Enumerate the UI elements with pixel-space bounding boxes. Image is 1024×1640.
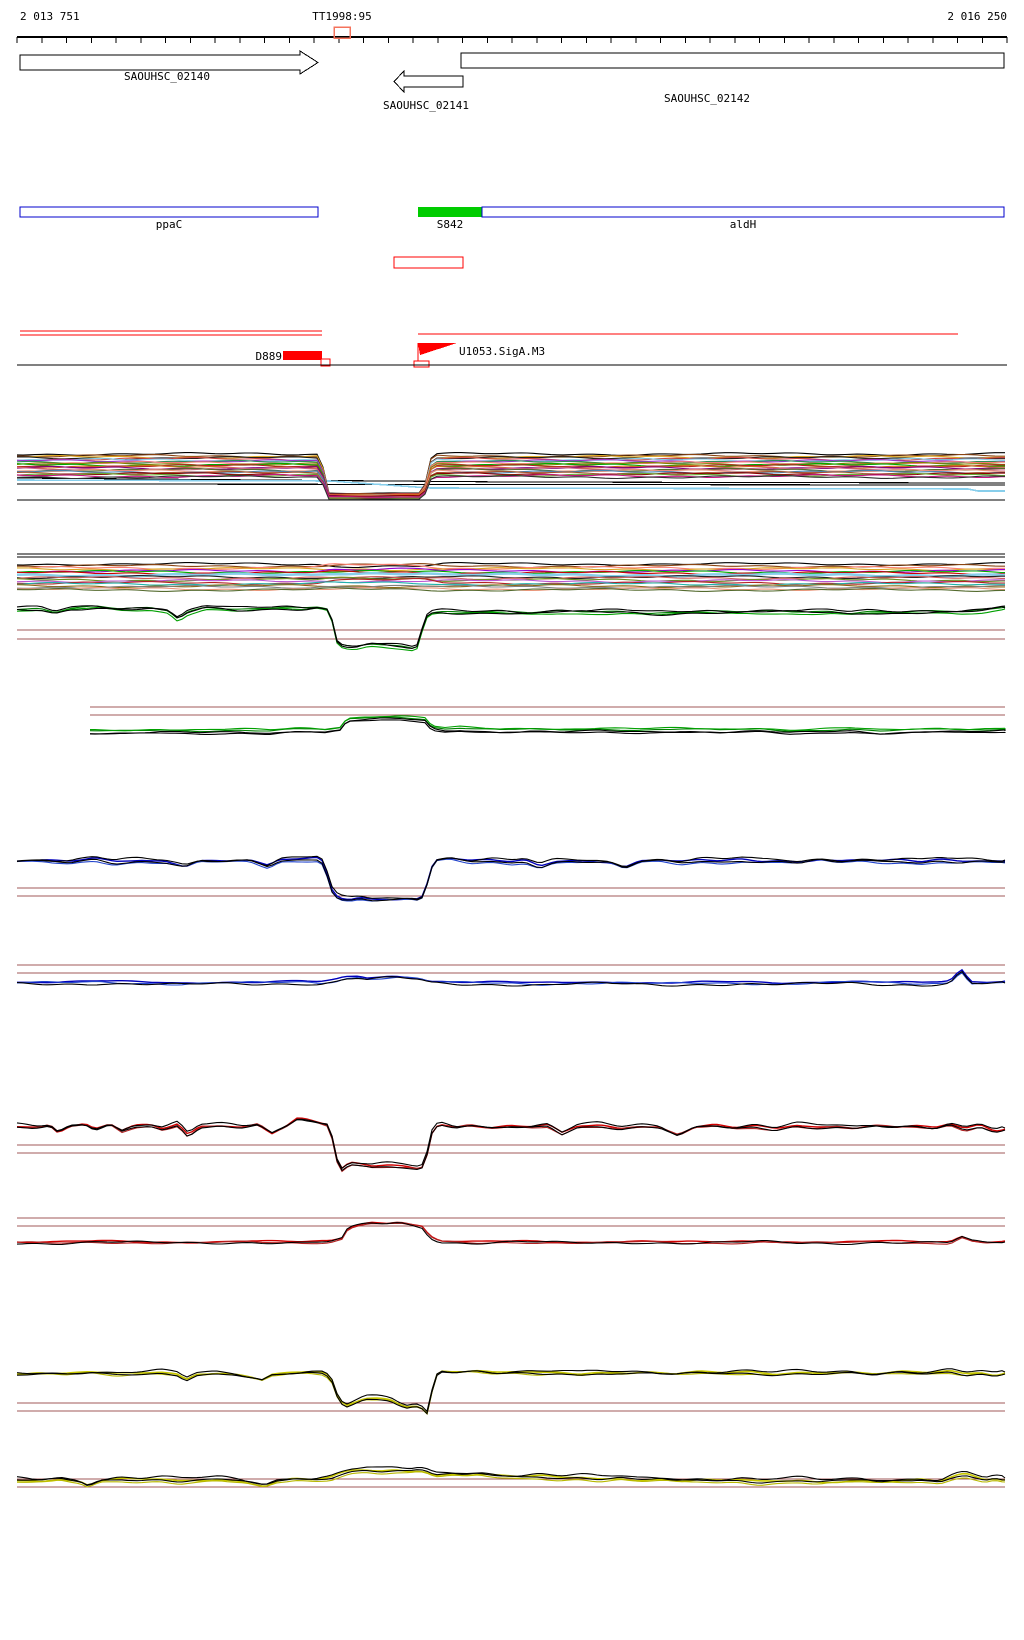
bundle-all-conditions-flat-series	[16, 562, 1005, 569]
blue-pair-bump-series	[16, 970, 1006, 987]
yellow-pair-bump-series	[16, 1469, 1006, 1486]
red-pair-bump-series	[16, 1221, 1006, 1244]
bundle-all-conditions-dip-series	[16, 464, 1005, 500]
promoter-flag-u1053[interactable]	[418, 343, 457, 355]
gene-arrow-saouhsc-02141[interactable]	[393, 69, 464, 94]
predicted-feature-box[interactable]	[393, 256, 464, 269]
bundle-all-conditions-dip-series	[16, 452, 1005, 495]
bundle-all-conditions-dip-series	[16, 459, 1005, 497]
bundle-all-conditions-dip-series	[16, 467, 1005, 499]
blue-pair-dip-series	[16, 855, 1006, 901]
red-pair-dip-series	[16, 1118, 1006, 1172]
ruler-ticks	[16, 37, 1008, 43]
blue-pair-dip-series	[16, 857, 1006, 902]
gene-box-saouhsc-02142[interactable]	[460, 52, 1005, 69]
bundle-all-conditions-flat-series	[17, 567, 1005, 572]
coordinate-ruler[interactable]	[16, 26, 1008, 43]
red-pair-dip-series	[16, 1119, 1006, 1170]
terminator-marker-box[interactable]	[333, 26, 351, 39]
ruler-end-coordinate: 2 016 250	[947, 10, 1007, 23]
bundle-all-conditions-dip-series	[16, 459, 1005, 499]
bundle-all-conditions-flat-series	[16, 579, 1005, 584]
small-marker-box-left[interactable]	[320, 358, 331, 367]
terminator-marker-label: TT1998:95	[312, 10, 372, 23]
feature-bar-ppac[interactable]	[19, 206, 319, 218]
ruler-start-coordinate: 2 013 751	[20, 10, 80, 23]
yellow-pair-dip-series	[16, 1370, 1006, 1415]
feature-label-s842: S842	[436, 218, 464, 231]
terminator-label-d889: D889	[255, 350, 283, 363]
yellow-pair-dip-series	[16, 1369, 1006, 1415]
bundle-all-conditions-dip-series	[16, 475, 1005, 501]
bundle-all-conditions-flat-series	[16, 584, 1005, 589]
coverage-tracks	[16, 452, 1006, 1488]
yellow-pair-bump-series	[16, 1471, 1006, 1488]
bundle-all-conditions-flat-series	[16, 563, 1005, 569]
feature-label-aldh: aldH	[729, 218, 757, 231]
yellow-pair-dip-series	[16, 1368, 1006, 1413]
gene-label-saouhsc-02142: SAOUHSC_02142	[663, 92, 751, 105]
yellow-pair-dip-series	[16, 1370, 1006, 1415]
bundle-all-conditions-flat-series	[16, 572, 1005, 578]
bundle-all-conditions-flat-series	[16, 575, 1005, 581]
feature-bar-aldh[interactable]	[481, 206, 1005, 218]
gene-label-saouhsc-02140: SAOUHSC_02140	[123, 70, 211, 83]
feature-label-ppac: ppaC	[155, 218, 183, 231]
blue-pair-bump-series	[16, 972, 1006, 986]
blue-pair-dip-series	[16, 858, 1006, 902]
bundle-all-conditions-dip-flat-line	[16, 477, 1006, 484]
promoter-label-u1053: U1053.SigA.M3	[459, 345, 546, 358]
red-pair-bump-series	[16, 1222, 1006, 1246]
bundle-all-conditions-dip-flat-line	[16, 483, 1006, 486]
bundle-all-conditions-dip-flat-line	[16, 479, 1005, 492]
gene-arrow-saouhsc-02140[interactable]	[19, 50, 319, 75]
bundle-all-conditions-flat-series	[16, 587, 1005, 592]
small-marker-box-right[interactable]	[413, 360, 430, 368]
green-pair-bump-series	[90, 715, 1006, 732]
gene-label-saouhsc-02141: SAOUHSC_02141	[382, 99, 470, 112]
green-pair-dip-series	[16, 605, 1006, 647]
bundle-all-conditions-flat-series	[16, 581, 1005, 586]
green-pair-bump-series	[89, 719, 1006, 735]
bundle-all-conditions-dip-series	[16, 474, 1005, 498]
bundle-all-conditions-flat-series	[16, 584, 1005, 589]
bundle-all-conditions-flat-series	[16, 587, 1005, 592]
terminator-block-d889[interactable]	[283, 351, 322, 360]
feature-bar-s842[interactable]	[418, 207, 482, 217]
green-pair-dip-series	[16, 606, 1006, 650]
